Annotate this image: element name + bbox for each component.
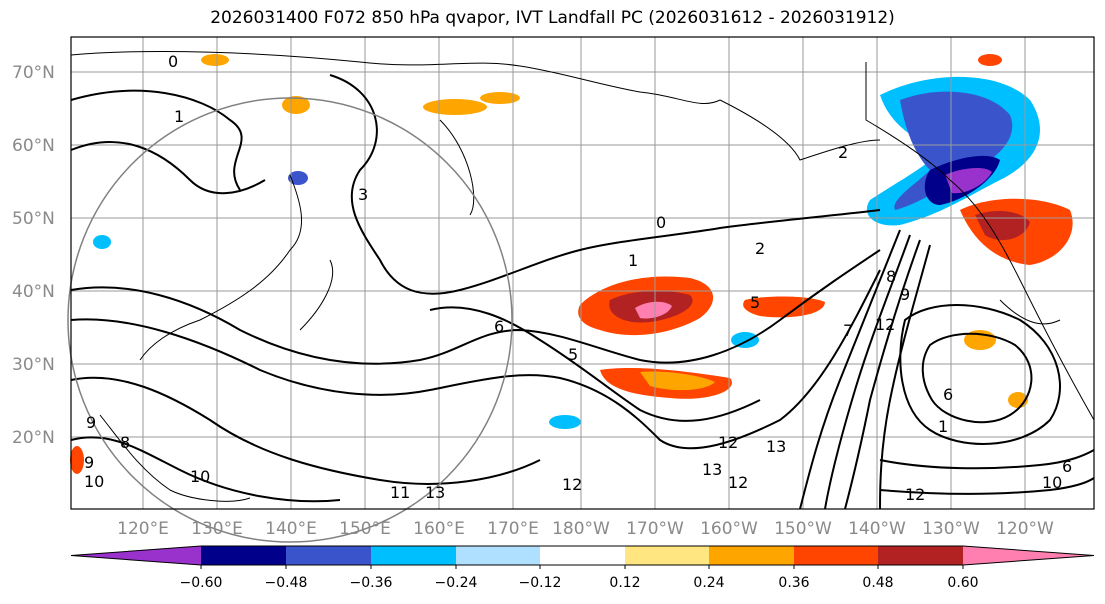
contour-label: 10: [1042, 473, 1062, 492]
lon-label: 150°E: [339, 519, 391, 539]
lat-label: 40°N: [12, 282, 55, 302]
colorbar-tick-label: 0.36: [778, 575, 809, 591]
contour-label: 6: [1062, 457, 1072, 476]
latitude-labels: 70°N 60°N 50°N 40°N 30°N 20°N: [12, 63, 55, 448]
contour-label: 13: [702, 460, 722, 479]
contour-label: 6: [494, 317, 504, 336]
anomaly-patch: [423, 99, 487, 115]
anomaly-patch: [978, 54, 1002, 66]
lon-label: 140°W: [848, 519, 906, 539]
contour-label: 5: [568, 345, 578, 364]
lon-label: 120°E: [117, 519, 169, 539]
lon-label: 150°W: [774, 519, 832, 539]
lon-label: 170°W: [626, 519, 684, 539]
positive-anomaly-blob: [640, 371, 715, 391]
anomaly-patch: [201, 54, 229, 66]
contour-label: 12: [562, 475, 582, 494]
colorbar-segment: [794, 546, 878, 565]
contour-label: 6: [943, 385, 953, 404]
colorbar-segment: [625, 546, 709, 565]
contour-label: 9: [86, 413, 96, 432]
colorbar-tick-label: −0.12: [519, 575, 562, 591]
lat-label: 60°N: [12, 136, 55, 156]
colorbar-segment: [540, 546, 625, 565]
lon-label: 160°E: [413, 519, 465, 539]
colorbar-segment: [286, 546, 371, 565]
contour-label: 12: [718, 433, 738, 452]
colorbar-segment: [71, 546, 201, 565]
anomaly-patch: [93, 235, 111, 249]
colorbar-tick-label: 0.60: [947, 575, 978, 591]
contour-label: 1: [628, 251, 638, 270]
anomaly-patch: [282, 96, 310, 114]
contour-label: 12: [728, 473, 748, 492]
contour-label: 10: [190, 467, 210, 486]
contour-label: 0: [656, 213, 666, 232]
contour-label: 1: [938, 417, 948, 436]
contour-label: 13: [766, 437, 786, 456]
colorbar-tick-labels: −0.60 −0.48 −0.36 −0.24 −0.12 0.12 0.24 …: [180, 575, 979, 591]
colorbar-tick-label: −0.48: [265, 575, 308, 591]
colorbar-tick-label: 0.12: [609, 575, 640, 591]
contour-label: 5: [750, 293, 760, 312]
anomaly-patch: [70, 446, 84, 474]
lon-label: 170°E: [487, 519, 539, 539]
colorbar-segment: [878, 546, 963, 565]
lon-label: 120°W: [996, 519, 1054, 539]
contour-label: 2: [838, 143, 848, 162]
colorbar-tick-label: 0.24: [693, 575, 724, 591]
colorbar-tick-label: 0.48: [862, 575, 893, 591]
colorbar-segment: [709, 546, 794, 565]
anomaly-patch: [549, 415, 581, 429]
lon-label: 160°W: [700, 519, 758, 539]
colorbar: [70, 545, 1095, 569]
contour-label: 12: [875, 315, 895, 334]
contour-label: 11: [390, 483, 410, 502]
contour-label: 13: [425, 483, 445, 502]
lon-label: 130°W: [922, 519, 980, 539]
lat-label: 50°N: [12, 209, 55, 229]
lat-label: 20°N: [12, 428, 55, 448]
contour-label: 10: [84, 472, 104, 491]
contour-label: 1: [174, 107, 184, 126]
colorbar-segment: [201, 546, 286, 565]
gridlines: [71, 37, 1094, 509]
negative-anomaly-region: [894, 91, 1013, 210]
contour-label: 7: [843, 321, 853, 340]
contour-label: 8: [120, 433, 130, 452]
lon-label: 130°E: [191, 519, 243, 539]
colorbar-tick-label: −0.24: [435, 575, 478, 591]
negative-anomaly-core: [945, 168, 992, 194]
colorbar-tick-label: −0.36: [350, 575, 393, 591]
lon-label: 140°E: [265, 519, 317, 539]
lat-label: 70°N: [12, 63, 55, 83]
anomaly-patch: [731, 332, 759, 348]
contour-label: 3: [358, 185, 368, 204]
longitude-labels: 120°E 130°E 140°E 150°E 160°E 170°E 180°…: [117, 519, 1054, 539]
chart-title: 2026031400 F072 850 hPa qvapor, IVT Land…: [210, 8, 895, 28]
colorbar-segment: [456, 546, 540, 565]
contour-label: 9: [84, 453, 94, 472]
contour-label: 8: [886, 267, 896, 286]
contour-label-group: 0 1 3 2 1 0 5 6 5 9 8 9 10 10 11 13 12 1…: [84, 52, 1072, 504]
contour-label: 9: [900, 285, 910, 304]
colorbar-segment: [371, 546, 456, 565]
contour-lines: [70, 74, 1095, 510]
contour-label: 12: [905, 485, 925, 504]
anomaly-patch: [480, 92, 520, 104]
contour-label: 2: [755, 239, 765, 258]
contour-label: 0: [168, 52, 178, 71]
lat-label: 30°N: [12, 355, 55, 375]
lon-label: 180°W: [552, 519, 610, 539]
map-frame: [70, 36, 1095, 510]
coastlines: [70, 50, 1095, 502]
positive-anomaly-core: [635, 301, 672, 319]
colorbar-tick-label: −0.60: [180, 575, 223, 591]
reference-circle: [67, 97, 513, 543]
colorbar-segment: [963, 546, 1094, 565]
